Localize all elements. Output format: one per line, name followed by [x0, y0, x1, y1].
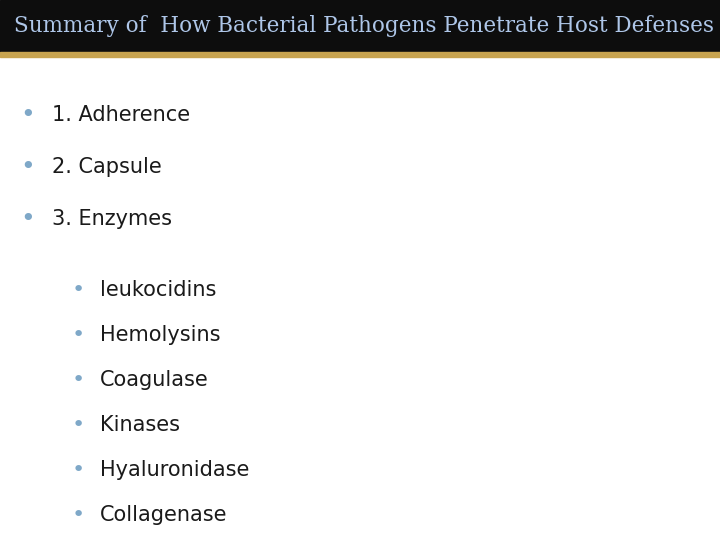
Text: Summary of  How Bacterial Pathogens Penetrate Host Defenses: Summary of How Bacterial Pathogens Penet… [14, 15, 714, 37]
Text: Coagulase: Coagulase [100, 370, 209, 390]
Text: •: • [21, 103, 35, 127]
Text: •: • [21, 155, 35, 179]
Text: •: • [71, 370, 85, 390]
Text: •: • [71, 460, 85, 480]
Text: Kinases: Kinases [100, 415, 180, 435]
Text: •: • [71, 280, 85, 300]
Text: Hyaluronidase: Hyaluronidase [100, 460, 249, 480]
Text: •: • [71, 325, 85, 345]
Text: 3. Enzymes: 3. Enzymes [52, 209, 172, 229]
Text: 2. Capsule: 2. Capsule [52, 157, 162, 177]
Bar [0, 0, 720, 52]
Text: 1. Adherence: 1. Adherence [52, 105, 190, 125]
Text: Collagenase: Collagenase [100, 505, 228, 525]
Bar [0, 52, 720, 57]
Text: •: • [21, 207, 35, 231]
Text: Hemolysins: Hemolysins [100, 325, 220, 345]
Text: •: • [71, 415, 85, 435]
Text: leukocidins: leukocidins [100, 280, 217, 300]
Text: •: • [71, 505, 85, 525]
